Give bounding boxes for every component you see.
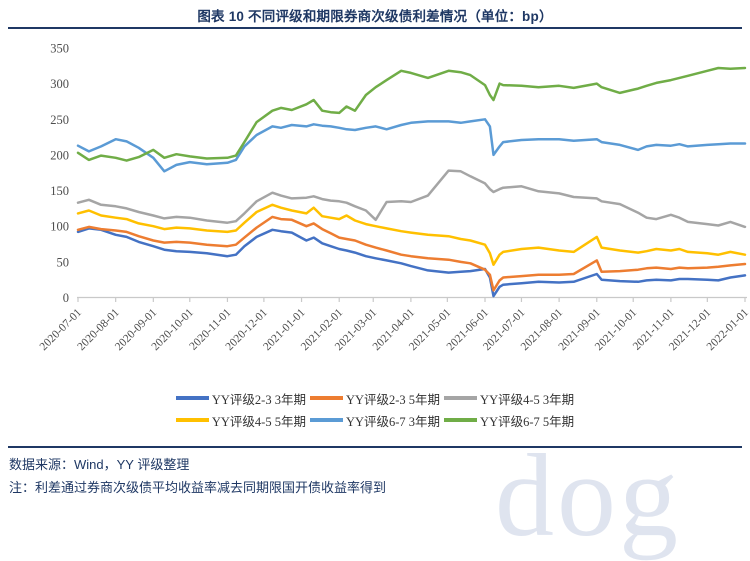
series-line-yy-4-5-5y (76, 203, 747, 266)
y-axis-tick-label: 50 (57, 255, 70, 269)
series-line-yy-2-3-5y (76, 215, 747, 292)
legend-item-yy-4-5-3y: YY评级4-5 3年期 (444, 389, 574, 408)
y-axis-tick-label: 200 (50, 148, 69, 162)
legend-item-yy-2-3-5y: YY评级2-3 5年期 (309, 389, 441, 408)
calculation-note: 注：利差通过券商次级债平均收益率减去同期限国开债收益率得到 (9, 480, 387, 495)
y-axis-tick-label: 150 (50, 184, 69, 198)
footer-divider (8, 446, 742, 448)
legend-swatch-yy-4-5-5y (175, 418, 209, 422)
legend-label: YY评级4-5 3年期 (480, 392, 575, 407)
legend-label: YY评级4-5 5年期 (211, 414, 306, 429)
legend-label: YY评级2-3 5年期 (345, 392, 441, 407)
series-line-yy-2-3-3y (76, 227, 747, 298)
y-axis-tick-label: 0 (63, 291, 69, 305)
legend-label: YY评级2-3 3年期 (211, 392, 306, 407)
data-source-note: 数据来源：Wind，YY 评级整理 (9, 457, 190, 472)
y-axis-tick-label: 350 (50, 42, 69, 56)
y-axis-tick-label: 300 (50, 77, 69, 91)
y-axis-tick-label: 100 (50, 220, 69, 234)
legend-item-yy-6-7-3y: YY评级6-7 3年期 (309, 411, 441, 430)
legend-row-1: YY评级2-3 3年期 YY评级2-3 5年期 YY评级4-5 3年期 (0, 387, 750, 409)
legend-swatch-yy-2-3-5y (309, 396, 343, 400)
legend-label: YY评级6-7 3年期 (345, 414, 441, 429)
title-divider (8, 27, 742, 29)
legend-swatch-yy-2-3-3y (175, 396, 209, 400)
series-line-yy-6-7-3y (76, 118, 747, 173)
page-title: 图表 10 不同评级和期限券商次级债利差情况（单位：bp） (197, 9, 553, 24)
spread-line-chart: 0501001502002503003502020-07-012020-08-0… (38, 42, 750, 354)
series-line-yy-6-7-5y (76, 66, 747, 162)
legend-item-yy-2-3-3y: YY评级2-3 3年期 (175, 389, 306, 408)
legend-item-yy-6-7-5y: YY评级6-7 5年期 (444, 411, 574, 430)
y-axis-tick-label: 250 (50, 113, 69, 127)
legend-swatch-yy-6-7-3y (309, 418, 343, 422)
watermark: dog (495, 430, 681, 561)
legend-row-2: YY评级4-5 5年期 YY评级6-7 3年期 YY评级6-7 5年期 (0, 409, 750, 431)
legend-item-yy-4-5-5y: YY评级4-5 5年期 (175, 411, 306, 430)
legend-swatch-yy-4-5-3y (444, 396, 478, 400)
legend-label: YY评级6-7 5年期 (480, 414, 575, 429)
legend-swatch-yy-6-7-5y (444, 418, 478, 422)
series-line-yy-4-5-3y (76, 169, 747, 229)
chart-legend: YY评级2-3 3年期 YY评级2-3 5年期 YY评级4-5 3年期 YY评级4-… (0, 387, 750, 431)
